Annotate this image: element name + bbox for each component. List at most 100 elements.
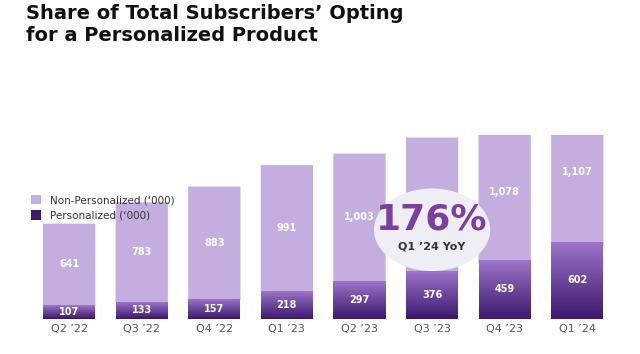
Bar <box>551 276 604 278</box>
Bar <box>188 300 241 301</box>
Bar <box>551 313 604 315</box>
Bar <box>406 309 458 310</box>
Bar <box>479 281 531 282</box>
Bar <box>406 312 458 313</box>
Bar <box>406 291 458 292</box>
Bar <box>551 245 604 246</box>
Bar <box>333 303 386 304</box>
Bar <box>333 306 386 307</box>
Bar <box>188 317 241 318</box>
Bar <box>260 318 313 319</box>
Bar <box>260 317 313 318</box>
Bar <box>551 296 604 297</box>
Bar <box>551 315 604 316</box>
Bar <box>479 280 531 281</box>
Bar <box>479 282 531 284</box>
Bar <box>406 284 458 285</box>
Bar <box>260 306 313 307</box>
Bar <box>260 299 313 300</box>
Bar <box>333 310 386 311</box>
Bar <box>551 301 604 302</box>
Bar <box>260 312 313 313</box>
Bar <box>479 277 531 278</box>
Bar <box>333 286 386 287</box>
Bar <box>551 316 604 317</box>
Bar <box>333 305 386 306</box>
Bar <box>479 293 531 294</box>
Bar <box>479 308 531 309</box>
Bar <box>479 311 531 312</box>
FancyBboxPatch shape <box>260 291 313 292</box>
Bar <box>333 289 386 290</box>
Bar <box>479 260 531 261</box>
Bar <box>406 289 458 290</box>
Bar <box>406 297 458 298</box>
Bar <box>479 287 531 289</box>
Bar <box>479 289 531 290</box>
Bar <box>333 285 386 286</box>
Bar <box>333 308 386 309</box>
Bar <box>260 300 313 301</box>
Bar <box>551 279 604 280</box>
Bar <box>551 292 604 293</box>
Bar <box>406 293 458 294</box>
FancyBboxPatch shape <box>333 281 386 283</box>
Bar <box>333 299 386 300</box>
Bar <box>406 306 458 307</box>
Bar <box>551 308 604 310</box>
Bar <box>479 292 531 293</box>
FancyBboxPatch shape <box>479 124 531 260</box>
Bar <box>479 269 531 270</box>
Bar <box>260 309 313 310</box>
Bar <box>551 291 604 292</box>
Bar <box>479 263 531 264</box>
Bar <box>551 250 604 251</box>
Bar <box>479 290 531 291</box>
Bar <box>551 251 604 252</box>
Bar <box>188 299 241 300</box>
Bar <box>406 305 458 306</box>
Bar <box>479 284 531 285</box>
Bar <box>551 284 604 285</box>
Text: 176%: 176% <box>376 202 488 236</box>
Bar <box>406 314 458 315</box>
Bar <box>479 275 531 276</box>
Bar <box>551 307 604 308</box>
Bar <box>333 291 386 292</box>
Bar <box>333 311 386 312</box>
Bar <box>551 269 604 270</box>
Bar <box>479 299 531 300</box>
Bar <box>479 274 531 275</box>
Bar <box>188 305 241 306</box>
Bar <box>406 281 458 282</box>
Bar <box>551 253 604 255</box>
Bar <box>551 293 604 295</box>
Bar <box>479 312 531 313</box>
Bar <box>406 308 458 309</box>
Bar <box>333 316 386 317</box>
Bar <box>551 275 604 276</box>
Bar <box>479 309 531 310</box>
Bar <box>406 299 458 300</box>
Bar <box>188 304 241 305</box>
Bar <box>479 305 531 306</box>
Bar <box>333 312 386 313</box>
Bar <box>406 296 458 297</box>
Bar <box>260 307 313 308</box>
Bar <box>479 262 531 263</box>
Bar <box>260 297 313 298</box>
FancyBboxPatch shape <box>188 299 241 300</box>
Bar <box>551 298 604 299</box>
Bar <box>406 274 458 275</box>
Bar <box>479 316 531 317</box>
Bar <box>551 273 604 274</box>
Bar <box>333 302 386 303</box>
Text: 107: 107 <box>59 307 79 317</box>
Bar <box>260 291 313 292</box>
FancyBboxPatch shape <box>479 260 531 263</box>
Bar <box>406 300 458 301</box>
Bar <box>406 316 458 317</box>
FancyBboxPatch shape <box>551 242 604 246</box>
Bar <box>479 278 531 279</box>
Bar <box>406 271 458 272</box>
